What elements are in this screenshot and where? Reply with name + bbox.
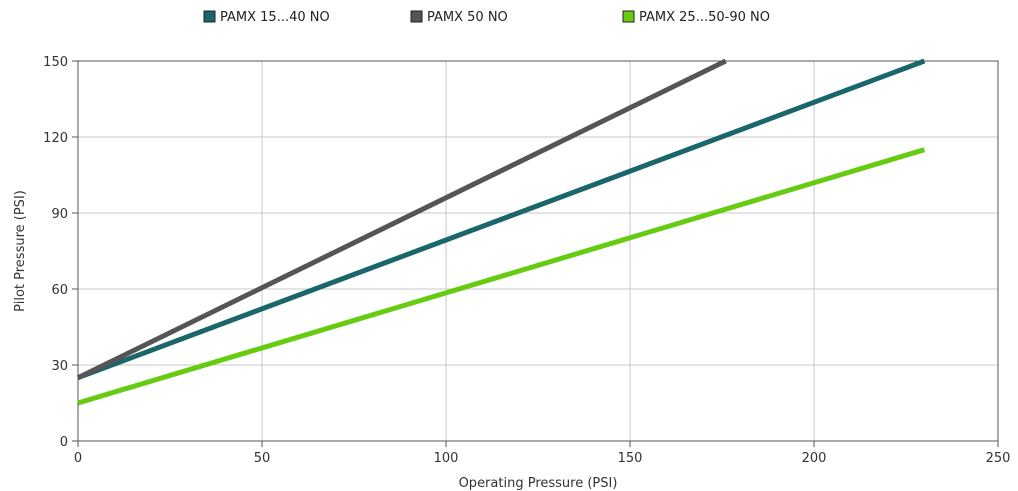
x-tick-label: 150 bbox=[618, 451, 643, 466]
series-line-3 bbox=[77, 147, 926, 406]
legend: PAMX 15...40 NO PAMX 50 NO PAMX 25...50-90… bbox=[203, 10, 770, 25]
series-lines bbox=[76, 58, 926, 406]
y-tick-label: 90 bbox=[51, 207, 68, 222]
legend-label: PAMX 50 NO bbox=[427, 10, 508, 25]
grid bbox=[78, 61, 998, 441]
y-tick-label: 120 bbox=[43, 131, 68, 146]
x-axis-ticks: 0 50 100 150 200 250 bbox=[74, 441, 1011, 466]
legend-swatch bbox=[203, 10, 216, 23]
y-tick-label: 0 bbox=[60, 435, 68, 450]
y-tick-label: 60 bbox=[51, 283, 68, 298]
legend-swatch bbox=[622, 10, 635, 23]
legend-item-1[interactable]: PAMX 15...40 NO bbox=[203, 10, 330, 25]
x-tick-label: 100 bbox=[434, 451, 459, 466]
series-line-2 bbox=[76, 58, 727, 380]
legend-swatch bbox=[410, 10, 423, 23]
legend-item-3[interactable]: PAMX 25...50-90 NO bbox=[622, 10, 770, 25]
legend-label: PAMX 15...40 NO bbox=[220, 10, 330, 25]
x-tick-label: 0 bbox=[74, 451, 82, 466]
plot-frame bbox=[77, 60, 999, 442]
y-axis-title: Pilot Pressure (PSI) bbox=[13, 190, 28, 312]
y-tick-label: 150 bbox=[43, 55, 68, 70]
y-tick-label: 30 bbox=[51, 359, 68, 374]
legend-label: PAMX 25...50-90 NO bbox=[639, 10, 770, 25]
x-tick-label: 250 bbox=[986, 451, 1011, 466]
y-axis-ticks: 0 30 60 90 120 150 bbox=[43, 55, 78, 450]
legend-item-2[interactable]: PAMX 50 NO bbox=[410, 10, 508, 25]
x-axis-title: Operating Pressure (PSI) bbox=[459, 476, 618, 491]
x-tick-label: 200 bbox=[802, 451, 827, 466]
x-tick-label: 50 bbox=[254, 451, 271, 466]
series-line-1 bbox=[77, 58, 926, 381]
